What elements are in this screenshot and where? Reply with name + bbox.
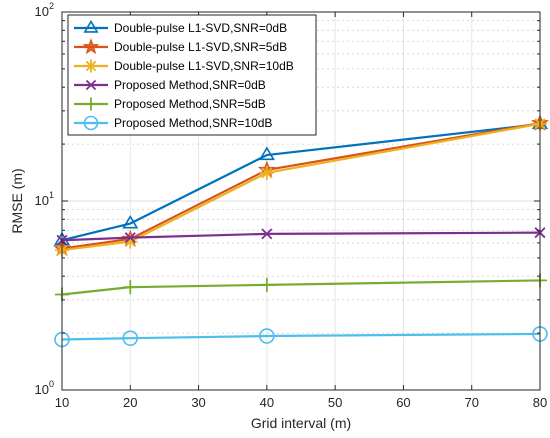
circle-icon	[259, 328, 275, 344]
legend-item: Proposed Method,SNR=0dB	[74, 78, 266, 92]
cross-stroke	[124, 232, 136, 244]
circle-icon	[83, 115, 99, 131]
legend-box	[67, 14, 317, 136]
y-tick-label: 102	[35, 1, 54, 19]
legend-label: Double-pulse L1-SVD,SNR=0dB	[114, 21, 287, 35]
data-point	[259, 328, 275, 344]
series-6	[54, 326, 548, 348]
x-tick-label: 30	[191, 395, 205, 410]
data-point	[122, 214, 139, 229]
legend-label: Proposed Method,SNR=0dB	[114, 78, 266, 92]
legend-label: Proposed Method,SNR=5dB	[114, 97, 266, 111]
series-line	[61, 122, 541, 252]
y-tick-label: 100	[35, 379, 54, 397]
data-point	[122, 330, 139, 346]
x-tick-label: 20	[123, 395, 137, 410]
series-line	[61, 122, 541, 250]
data-point	[124, 232, 136, 244]
series-line	[61, 231, 541, 242]
asterisk-icon	[259, 165, 274, 180]
triangle-icon	[122, 214, 139, 229]
legend: Double-pulse L1-SVD,SNR=0dB Double-pulse …	[67, 14, 317, 136]
cross-icon	[85, 79, 97, 91]
legend-item: Double-pulse L1-SVD,SNR=5dB	[74, 38, 287, 55]
x-tick-label: 80	[533, 395, 547, 410]
y-tick-label: 101	[35, 190, 54, 208]
x-tick-label: 60	[396, 395, 410, 410]
asterisk-stroke	[85, 60, 97, 72]
star-icon	[82, 38, 100, 55]
series-layer	[52, 113, 550, 348]
triangle-icon	[258, 146, 275, 161]
circle-icon	[122, 330, 139, 346]
data-point	[123, 280, 138, 295]
legend-label: Double-pulse L1-SVD,SNR=5dB	[114, 40, 287, 54]
data-point	[259, 277, 274, 292]
x-tick-label: 50	[328, 395, 342, 410]
legend-item: Double-pulse L1-SVD,SNR=10dB	[74, 59, 294, 73]
y-axis-label: RMSE (m)	[9, 168, 25, 233]
series-line	[61, 332, 541, 341]
legend-item: Double-pulse L1-SVD,SNR=0dB	[74, 19, 287, 35]
asterisk-icon	[84, 59, 98, 73]
plus-icon	[259, 277, 274, 292]
plus-icon	[84, 97, 98, 111]
data-point	[261, 228, 273, 240]
legend-item: Proposed Method,SNR=5dB	[74, 97, 266, 111]
cross-stroke	[261, 228, 273, 240]
data-point	[258, 146, 275, 161]
series-line	[61, 279, 541, 296]
cross-icon	[261, 228, 273, 240]
legend-label: Proposed Method,SNR=10dB	[114, 116, 272, 130]
x-tick-label: 40	[260, 395, 274, 410]
legend-item: Proposed Method,SNR=10dB	[74, 115, 272, 131]
series-line	[61, 123, 541, 242]
x-tick-label: 70	[464, 395, 478, 410]
plus-icon	[123, 280, 138, 295]
data-point	[259, 165, 274, 180]
x-axis-label: Grid interval (m)	[251, 415, 351, 431]
ticks: 10 20 30 40 50 60 70 80 100 101 102	[35, 1, 548, 410]
triangle-icon	[83, 19, 99, 33]
series-5	[55, 273, 547, 302]
cross-stroke	[85, 79, 97, 91]
legend-label: Double-pulse L1-SVD,SNR=10dB	[114, 59, 294, 73]
asterisk-stroke	[261, 167, 273, 179]
x-tick-label: 10	[55, 395, 69, 410]
cross-icon	[124, 232, 136, 244]
